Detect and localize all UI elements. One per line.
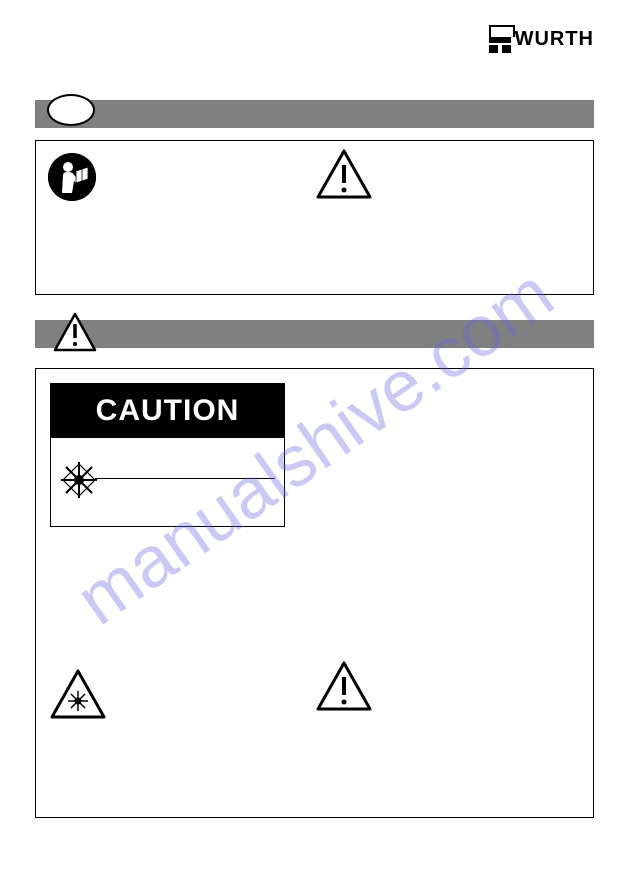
section-header-bar-1: [35, 100, 594, 128]
warning-triangle-small-icon: [53, 312, 97, 352]
wurth-logo-text: WURTH: [515, 28, 594, 51]
wurth-logo-icon: [489, 25, 511, 53]
warning-triangle-icon-2: [316, 661, 372, 711]
caution-box: CAUTION: [50, 383, 285, 527]
section-header-bar-2: [35, 320, 594, 348]
laser-starburst-icon: [61, 462, 97, 498]
wurth-logo: WURTH: [489, 25, 594, 53]
warning-triangle-icon: [316, 149, 372, 199]
caution-header: CAUTION: [51, 384, 284, 438]
page-container: WURTH CAUTION: [0, 0, 629, 893]
laser-triangle-icon: [50, 669, 106, 719]
section-indicator-oval: [47, 94, 95, 126]
info-box-1: [35, 140, 594, 295]
info-box-2: CAUTION: [35, 368, 594, 818]
caution-divider-line: [95, 478, 275, 479]
read-manual-icon: [48, 153, 96, 201]
caution-body: [51, 438, 284, 526]
